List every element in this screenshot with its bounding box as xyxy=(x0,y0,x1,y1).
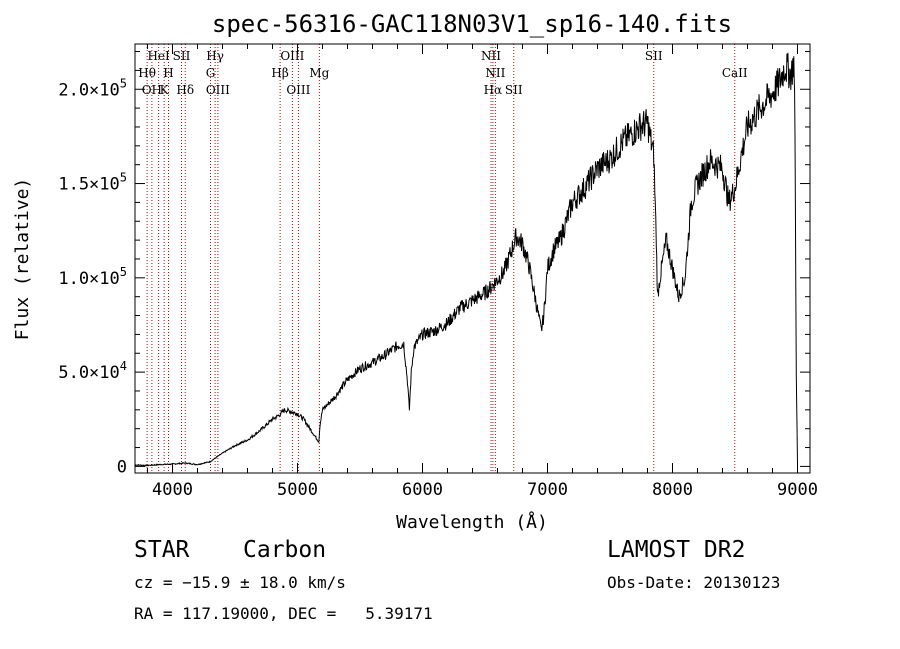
spectral-line-label: OIII xyxy=(206,83,230,97)
plot-frame xyxy=(134,43,811,474)
spectral-line-label: H xyxy=(163,66,173,80)
x-tick-label: 6000 xyxy=(402,480,443,500)
spectral-line-label: NII xyxy=(485,66,505,80)
spectral-line-label: CaII xyxy=(722,66,748,80)
chart-title: spec-56316-GAC118N03V1_sp16-140.fits xyxy=(212,10,732,38)
x-tick-label: 4000 xyxy=(152,480,193,500)
spectral-line-label: OH xyxy=(142,83,162,97)
y-tick-label: 2.0×105 xyxy=(58,76,127,100)
spectrum-series xyxy=(134,52,798,467)
x-tick-label: 5000 xyxy=(277,480,318,500)
spectral-line-label: OIII xyxy=(280,49,304,63)
spectrum-line xyxy=(134,52,798,467)
y-tick-label: 1.0×105 xyxy=(58,265,127,289)
object-class: STAR xyxy=(134,537,190,563)
survey-name: LAMOST DR2 xyxy=(607,537,746,563)
spectral-line-label: SII xyxy=(645,49,663,63)
spectral-line-label: K xyxy=(160,83,170,97)
spectral-line-label: Hθ xyxy=(138,66,156,80)
spectral-line-label: Hα xyxy=(484,83,503,97)
y-axis-label: Flux (relative) xyxy=(12,178,33,341)
x-tick-label: 8000 xyxy=(652,480,693,500)
x-tick-label: 9000 xyxy=(777,480,818,500)
spectral-line-label: Hγ xyxy=(206,49,224,63)
spectral-line-label: Mg xyxy=(309,66,329,80)
spectral-line-label: Hβ xyxy=(271,66,288,80)
y-tick-label: 0 xyxy=(117,457,127,477)
x-axis-ticks: 4000 5000 6000 7000 8000 9000 xyxy=(147,44,818,500)
spectral-line-label: SII xyxy=(173,49,191,63)
coordinates: RA = 117.19000, DEC = 5.39171 xyxy=(134,604,433,623)
spectral-line-label: NII xyxy=(481,49,501,63)
y-axis-ticks: 0 5.0×104 1.0×105 1.5×105 2.0×105 xyxy=(58,51,810,477)
spectral-line-label: HeI xyxy=(147,49,170,63)
spectral-line-label: OIII xyxy=(286,83,310,97)
spectral-line-label: SII xyxy=(505,83,523,97)
observation-date: Obs-Date: 20130123 xyxy=(607,573,781,592)
spectral-line-label: Hδ xyxy=(176,83,194,97)
x-tick-label: 7000 xyxy=(527,480,568,500)
spectral-line-label: G xyxy=(206,66,216,80)
spectral-lines: HθOHHeIKHSIIHδGHγOIIIHβOIIIOIIIMgNIIHαNI… xyxy=(138,44,748,473)
y-tick-label: 1.5×105 xyxy=(58,171,127,195)
object-subclass: Carbon xyxy=(243,537,327,563)
y-tick-label: 5.0×104 xyxy=(58,359,127,383)
x-axis-label: Wavelength (Å) xyxy=(396,511,548,533)
redshift-cz: cz = −15.9 ± 18.0 km/s xyxy=(134,573,346,592)
